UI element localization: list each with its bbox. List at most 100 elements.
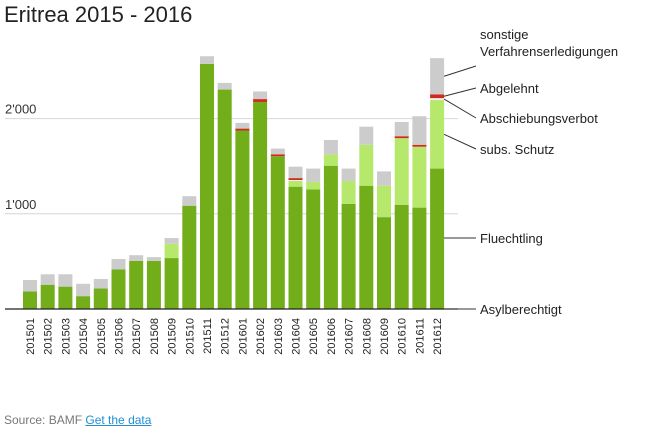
bar-fluechtling-201608 [359,185,374,309]
bar-subs-schutz-201606 [323,154,338,166]
bar-sonstige-verfahrenserledigungen-201504 [76,283,91,297]
x-tick-label-201507: 201507 [131,318,143,355]
bar-abgelehnt-201603 [270,154,285,157]
stacked-bar-chart: 1'000 2'000 201501 201502 201503 201504 201505… [5,27,618,355]
x-tick-label-201509: 201509 [167,318,179,355]
bar-abschiebungsverbot-201604 [288,180,303,181]
x-tick-label-201512: 201512 [220,318,232,355]
bar-subs-schutz-201611 [412,146,427,208]
bar-fluechtling-201504 [76,296,91,309]
bar-fluechtling-201610 [394,204,409,309]
legend-leader-abschiebungsverbot [443,98,477,119]
bar-fluechtling-201611 [412,207,427,309]
x-tick-label-201606: 201606 [326,318,338,355]
x-tick-label-201605: 201605 [308,318,320,355]
bars-layer [23,56,445,310]
bar-fluechtling-201505 [93,288,108,309]
x-tick-label-201502: 201502 [43,318,55,355]
bar-sonstige-verfahrenserledigungen-201503 [58,274,73,287]
legend-layer: sonstige Verfahrenserledigungen Abgelehnt A… [443,27,618,317]
bar-sonstige-verfahrenserledigungen-201502 [40,274,55,285]
bar-sonstige-verfahrenserledigungen-201507 [129,255,144,261]
x-tick-label-201506: 201506 [114,318,126,355]
bar-sonstige-verfahrenserledigungen-201606 [323,140,338,155]
legend-label-abschiebungsverbot: Abschiebungsverbot [480,111,598,126]
x-tick-label-201501: 201501 [25,318,37,355]
bar-abgelehnt-201604 [288,178,303,181]
bar-fluechtling-201603 [270,156,285,309]
bar-sonstige-verfahrenserledigungen-201512 [217,82,232,90]
legend-label-asylberechtigt: Asylberechtigt [480,302,562,317]
bar-fluechtling-201508 [146,260,161,309]
bar-sonstige-verfahrenserledigungen-201603 [270,148,285,155]
bar-abgelehnt-201602 [253,99,268,102]
bar-abschiebungsverbot-201612 [430,98,445,101]
x-tick-label-201503: 201503 [60,318,72,355]
get-the-data-link[interactable]: Get the data [85,413,152,427]
bar-fluechtling-201509 [164,258,179,309]
x-tick-label-201511: 201511 [202,318,214,354]
bar-sonstige-verfahrenserledigungen-201607 [341,168,356,181]
source-label: Source: BAMF [4,413,83,427]
legend-label-sonstige-verfahrenserledigungen-line-2: Verfahrenserledigungen [480,44,618,59]
x-tick-label-201610: 201610 [397,318,409,355]
y-tick-label-1000: 1'000 [5,197,36,212]
y-tick-label-2000: 2'000 [5,102,36,117]
x-tick-label-201608: 201608 [361,318,373,355]
bar-fluechtling-201605 [306,189,321,309]
bar-fluechtling-201506 [111,269,126,309]
bar-abgelehnt-201611 [412,144,427,147]
bar-fluechtling-201503 [58,286,73,309]
x-tick-label-201602: 201602 [255,318,267,355]
bar-sonstige-verfahrenserledigungen-201601 [235,122,250,129]
bar-sonstige-verfahrenserledigungen-201604 [288,166,303,179]
axis-layer: 1'000 2'000 201501 201502 201503 201504 201505… [5,102,458,355]
bar-fluechtling-201602 [253,101,268,309]
x-tick-label-201604: 201604 [291,318,303,355]
bar-subs-schutz-201607 [341,180,356,204]
bar-subs-schutz-201609 [377,185,391,218]
x-tick-label-201603: 201603 [273,318,285,355]
bar-sonstige-verfahrenserledigungen-201612 [430,58,445,95]
bar-sonstige-verfahrenserledigungen-201608 [359,126,374,145]
x-tick-label-201612: 201612 [432,318,444,355]
bar-sonstige-verfahrenserledigungen-201506 [111,259,126,270]
bar-subs-schutz-201605 [306,181,321,190]
x-tick-label-201504: 201504 [78,318,90,355]
bar-sonstige-verfahrenserledigungen-201505 [93,279,108,289]
legend-label-fluechtling: Fluechtling [480,231,543,246]
chart-title: Eritrea 2015 - 2016 [4,2,193,27]
bar-fluechtling-201601 [235,130,250,309]
bar-abgelehnt-201601 [235,128,250,131]
bar-sonstige-verfahrenserledigungen-201508 [146,257,161,261]
bar-fluechtling-201607 [341,203,356,309]
legend-label-abgelehnt: Abgelehnt [480,81,539,96]
bar-fluechtling-201501 [23,291,37,309]
bar-sonstige-verfahrenserledigungen-201510 [182,196,197,206]
bar-subs-schutz-201509 [164,243,179,259]
legend-label-sonstige-verfahrenserledigungen-line-1: sonstige [480,27,528,42]
x-tick-label-201510: 201510 [184,318,196,355]
legend-leader-subs-schutz [443,133,477,150]
footer: Source: BAMF Get the data [4,413,151,427]
bar-fluechtling-201609 [377,217,391,309]
bar-sonstige-verfahrenserledigungen-201602 [253,91,268,100]
x-tick-label-201508: 201508 [149,318,161,355]
bar-sonstige-verfahrenserledigungen-201511 [200,56,214,64]
bar-abgelehnt-201612 [430,94,445,99]
bar-subs-schutz-201610 [394,138,409,205]
x-tick-label-201611: 201611 [414,318,426,354]
legend-leader-abgelehnt [443,87,477,97]
legend-leader-sonstige-verfahrenserledigungen [443,65,477,77]
bar-sonstige-verfahrenserledigungen-201611 [412,116,427,145]
bar-sonstige-verfahrenserledigungen-201610 [394,121,409,137]
bar-sonstige-verfahrenserledigungen-201509 [164,238,179,244]
bar-fluechtling-201512 [217,89,232,309]
x-tick-label-201607: 201607 [344,318,356,355]
bar-subs-schutz-201604 [288,180,303,187]
bar-subs-schutz-201612 [430,100,445,169]
bar-sonstige-verfahrenserledigungen-201501 [23,279,37,292]
bar-fluechtling-201502 [40,284,55,309]
x-tick-label-201601: 201601 [237,318,249,355]
bar-fluechtling-201510 [182,205,197,309]
